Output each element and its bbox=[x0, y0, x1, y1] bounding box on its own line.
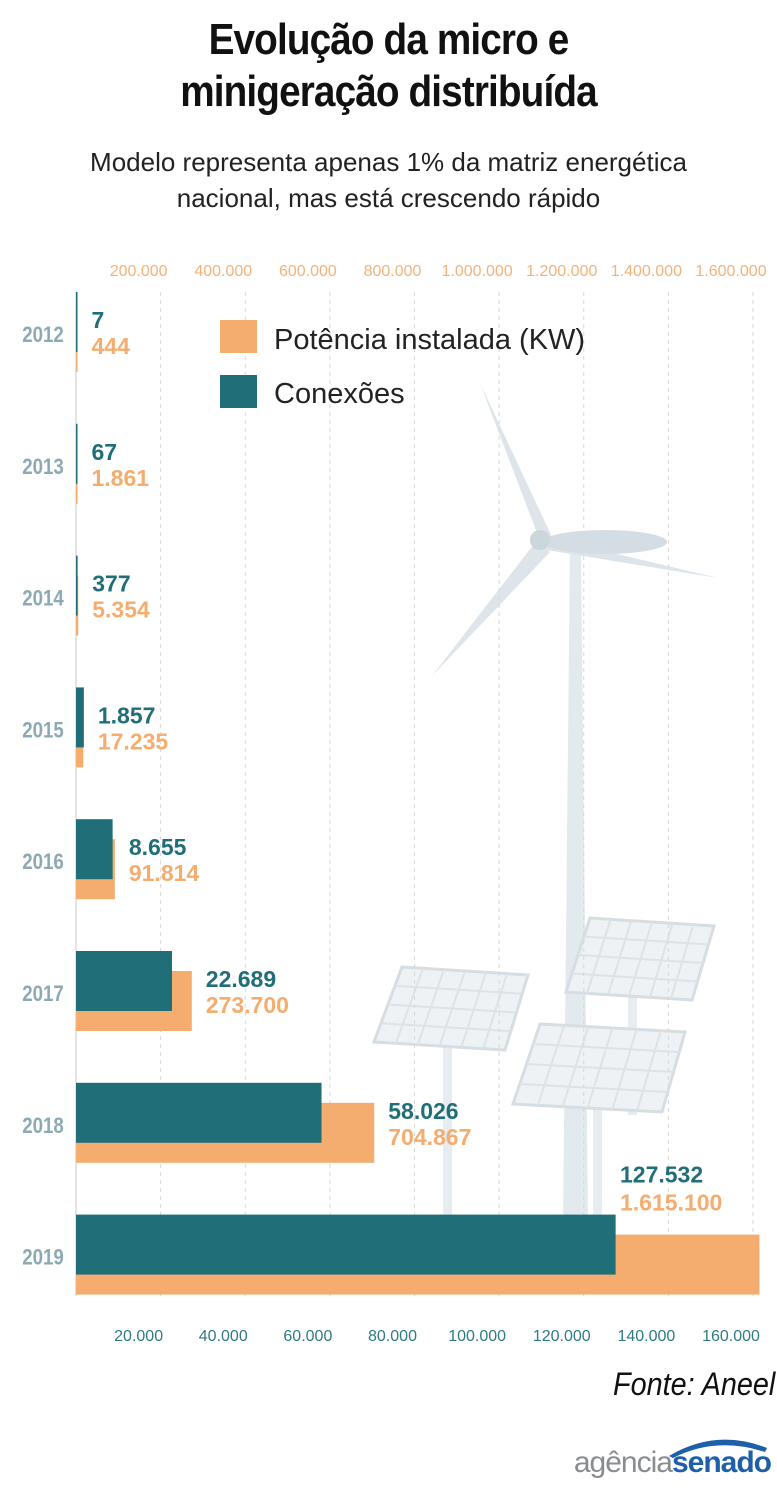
source-note: Fonte: Aneel bbox=[612, 1366, 775, 1402]
bottom-axis: 20.000 40.000 60.000 80.000 100.000 120.000 14… bbox=[114, 1328, 760, 1345]
solar-panel-2-cell-line bbox=[583, 935, 709, 946]
data-label-potencia: 704.867 bbox=[388, 1124, 471, 1150]
top-tick-label: 1.200.000 bbox=[526, 263, 597, 280]
data-label-conexoes: 22.689 bbox=[206, 966, 276, 992]
bar-conexoes bbox=[76, 423, 78, 484]
data-label-conexoes: 377 bbox=[92, 571, 130, 597]
solar-panel-3-cell-line bbox=[526, 1063, 674, 1073]
top-tick-label: 600.000 bbox=[279, 263, 337, 280]
bottom-tick-label: 100.000 bbox=[448, 1328, 506, 1345]
wind-turbine-hub bbox=[530, 530, 550, 550]
year-label: 2015 bbox=[22, 719, 64, 743]
data-label-conexoes: 58.026 bbox=[388, 1098, 458, 1124]
data-label-potencia: 1.615.100 bbox=[620, 1190, 722, 1216]
bar-conexoes bbox=[76, 1082, 322, 1143]
chart-title-line-2: minigeração distribuída bbox=[180, 67, 597, 116]
data-label-conexoes: 1.857 bbox=[98, 702, 156, 728]
bar-conexoes bbox=[76, 687, 84, 748]
bottom-tick-label: 140.000 bbox=[617, 1328, 675, 1345]
legend-label-potencia: Potência instalada (KW) bbox=[274, 324, 585, 356]
solar-panel-1-cell-line bbox=[394, 984, 523, 995]
logo-text-senado: senado bbox=[671, 1446, 772, 1479]
bottom-tick-label: 80.000 bbox=[368, 1328, 417, 1345]
chart-subtitle: Modelo representa apenas 1% da matriz en… bbox=[20, 144, 757, 216]
year-label: 2018 bbox=[22, 1114, 64, 1138]
solar-pole-1 bbox=[443, 1035, 452, 1215]
solar-pole-3 bbox=[593, 1105, 602, 1215]
wind-turbine-blade-left bbox=[432, 540, 550, 676]
data-label-potencia: 5.354 bbox=[92, 597, 150, 623]
data-label-potencia: 91.814 bbox=[129, 860, 200, 886]
bar-group-2013: 2013 671.861 bbox=[22, 423, 150, 504]
chart-title-line-1: Evolução da micro e bbox=[208, 15, 570, 64]
bar-conexoes bbox=[76, 951, 173, 1011]
bottom-tick-label: 160.000 bbox=[702, 1328, 760, 1345]
top-tick-label: 200.000 bbox=[110, 263, 168, 280]
legend-swatch-conexoes bbox=[220, 375, 257, 408]
bar-conexoes bbox=[76, 555, 78, 616]
year-label: 2014 bbox=[22, 587, 64, 611]
agencia-senado-logo: agênciasenado bbox=[561, 1434, 772, 1490]
solar-panel-1-cell-line bbox=[380, 1022, 511, 1033]
bar-conexoes bbox=[76, 819, 113, 880]
top-tick-label: 800.000 bbox=[364, 263, 422, 280]
bottom-tick-label: 20.000 bbox=[114, 1328, 163, 1345]
wind-turbine-nacelle bbox=[543, 530, 667, 554]
year-label: 2017 bbox=[22, 983, 64, 1007]
top-tick-label: 1.400.000 bbox=[611, 263, 682, 280]
data-label-potencia: 17.235 bbox=[98, 728, 169, 754]
data-label-potencia: 444 bbox=[92, 333, 131, 359]
top-tick-label: 1.000.000 bbox=[442, 263, 513, 280]
solar-panel-2-cell-line bbox=[571, 972, 698, 983]
data-label-potencia: 273.700 bbox=[206, 992, 289, 1018]
data-label-conexoes: 127.532 bbox=[620, 1162, 703, 1188]
solar-panel-3-cell-line bbox=[533, 1043, 680, 1053]
bar-chart: 200.000 400.000 600.000 800.000 1.000.000 1.2… bbox=[22, 263, 767, 1345]
bar-conexoes bbox=[76, 1214, 616, 1275]
legend-swatch-potencia bbox=[220, 320, 257, 353]
solar-panel-3-cell-line bbox=[519, 1083, 668, 1093]
data-label-conexoes: 8.655 bbox=[129, 834, 187, 860]
chart-subtitle-line-2: nacional, mas está crescendo rápido bbox=[176, 183, 601, 213]
data-label-conexoes: 67 bbox=[92, 439, 118, 465]
bar-conexoes bbox=[76, 292, 78, 352]
solar-panel-1-cell-line bbox=[387, 1003, 517, 1014]
bottom-tick-label: 40.000 bbox=[199, 1328, 248, 1345]
chart-subtitle-line-1: Modelo representa apenas 1% da matriz en… bbox=[90, 147, 687, 177]
chart-title: Evolução da micro e minigeração distribu… bbox=[47, 14, 731, 118]
year-label: 2012 bbox=[22, 324, 64, 348]
data-label-potencia: 1.861 bbox=[92, 465, 150, 491]
legend: Potência instalada (KW) Conexões bbox=[220, 320, 585, 410]
logo-arc-icon bbox=[669, 1439, 767, 1458]
legend-label-conexoes: Conexões bbox=[274, 378, 405, 410]
wind-turbine-blade-top bbox=[480, 383, 552, 537]
year-label: 2016 bbox=[22, 851, 64, 875]
year-label: 2013 bbox=[22, 455, 64, 479]
solar-panel-2-cell-line bbox=[577, 954, 704, 964]
year-label: 2019 bbox=[22, 1246, 64, 1270]
bottom-tick-label: 60.000 bbox=[283, 1328, 332, 1345]
data-label-conexoes: 7 bbox=[92, 307, 105, 333]
top-tick-label: 1.600.000 bbox=[695, 263, 766, 280]
top-axis: 200.000 400.000 600.000 800.000 1.000.000 1.2… bbox=[110, 263, 767, 280]
bottom-tick-label: 120.000 bbox=[533, 1328, 591, 1345]
logo-text-agencia: agência bbox=[573, 1446, 673, 1479]
wind-solar-illustration bbox=[371, 383, 718, 1220]
top-tick-label: 400.000 bbox=[194, 263, 252, 280]
